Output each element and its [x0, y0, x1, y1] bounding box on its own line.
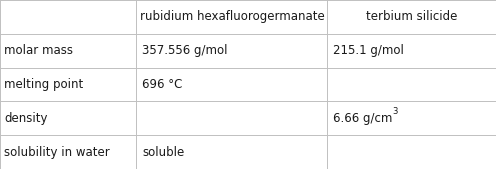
Text: molar mass: molar mass	[4, 44, 73, 57]
Text: 696 °C: 696 °C	[142, 78, 183, 91]
Text: density: density	[4, 112, 48, 125]
Text: solubility in water: solubility in water	[4, 146, 110, 159]
Text: melting point: melting point	[4, 78, 83, 91]
Text: 6.66 g/cm: 6.66 g/cm	[333, 112, 393, 125]
Text: 215.1 g/mol: 215.1 g/mol	[333, 44, 404, 57]
Text: 357.556 g/mol: 357.556 g/mol	[142, 44, 228, 57]
Text: terbium silicide: terbium silicide	[366, 10, 457, 23]
Text: soluble: soluble	[142, 146, 185, 159]
Text: rubidium hexafluorogermanate: rubidium hexafluorogermanate	[139, 10, 324, 23]
Text: 3: 3	[393, 107, 398, 116]
